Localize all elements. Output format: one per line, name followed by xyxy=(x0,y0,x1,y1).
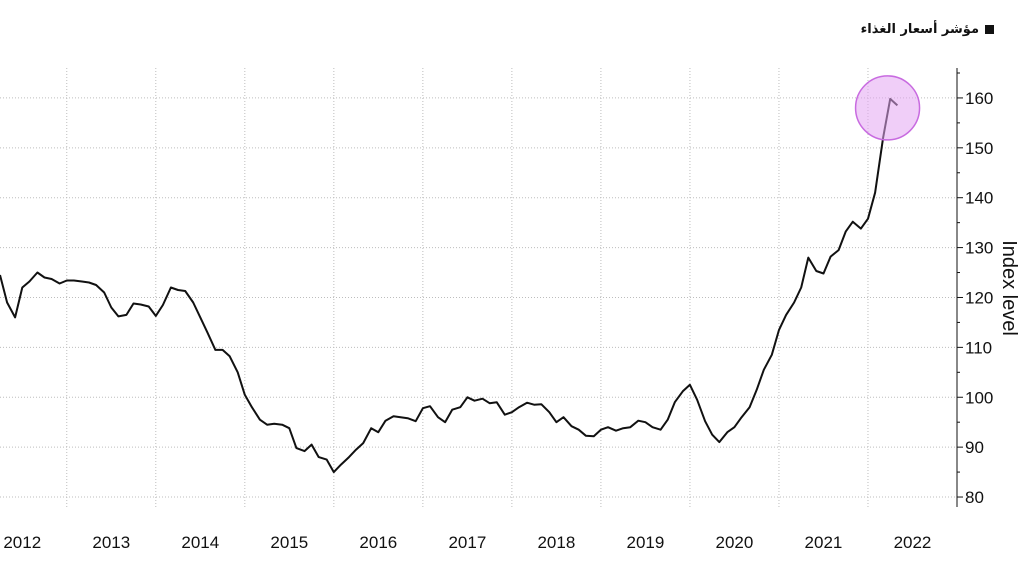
x-tick-label: 2012 xyxy=(3,533,41,552)
x-tick-label: 2019 xyxy=(627,533,665,552)
grid xyxy=(0,68,957,507)
y-axis: 80 90 100 110 120 130 140 150 160 xyxy=(956,68,993,507)
y-tick-label: 110 xyxy=(965,338,992,357)
x-tick-label: 2014 xyxy=(181,533,219,552)
y-tick-label: 130 xyxy=(965,239,993,258)
y-tick-label: 80 xyxy=(965,488,984,507)
y-tick-label: 140 xyxy=(965,189,993,208)
series-line xyxy=(0,97,899,474)
x-tick-label: 2018 xyxy=(537,533,575,552)
y-tick-label: 150 xyxy=(965,139,993,158)
y-tick-label: 100 xyxy=(965,388,993,407)
y-tick-label: 160 xyxy=(965,89,993,108)
y-axis-label: Index level xyxy=(998,240,1020,336)
square-icon xyxy=(985,25,994,34)
x-tick-label: 2015 xyxy=(270,533,308,552)
legend-label: مؤشر أسعار الغذاء xyxy=(860,22,979,37)
x-tick-label: 2013 xyxy=(92,533,130,552)
y-tick-label: 90 xyxy=(965,438,984,457)
series-layer xyxy=(0,97,899,474)
x-tick-label: 2022 xyxy=(894,533,932,552)
x-tick-label: 2021 xyxy=(805,533,843,552)
x-tick-label: 2017 xyxy=(448,533,486,552)
chart-legend: مؤشر أسعار الغذاء xyxy=(861,22,994,37)
highlight-circle xyxy=(854,75,921,141)
x-axis-ticks: 2012 2013 2014 2015 2016 2017 2018 2019 2020 2021… xyxy=(3,533,931,552)
y-tick-label: 120 xyxy=(965,288,993,307)
x-tick-label: 2016 xyxy=(359,533,397,552)
x-tick-label: 2020 xyxy=(716,533,754,552)
highlight-layer xyxy=(854,75,921,141)
